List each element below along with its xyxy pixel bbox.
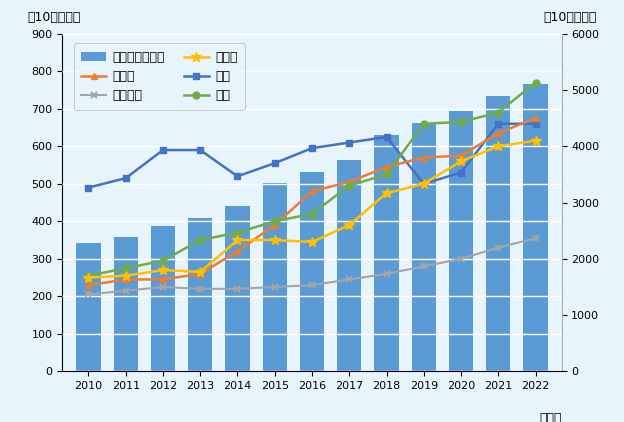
英国	[495, 121, 502, 126]
カナダ	[532, 116, 539, 121]
英国	[532, 121, 539, 126]
カナダ	[85, 283, 92, 288]
Text: （10億ドル）: （10億ドル）	[27, 11, 81, 24]
Text: （10億ドル）: （10億ドル）	[543, 11, 597, 24]
カナダ	[495, 131, 502, 136]
Line: ドイツ: ドイツ	[84, 136, 540, 282]
Bar	[151, 226, 175, 371]
フランス	[495, 245, 502, 250]
フランス	[85, 292, 92, 297]
Bar	[374, 135, 399, 371]
日本	[159, 258, 167, 263]
日本	[308, 211, 316, 216]
Legend: 世界計（右軸）, カナダ, フランス, ドイツ, 英国, 日本: 世界計（右軸）, カナダ, フランス, ドイツ, 英国, 日本	[74, 43, 245, 110]
カナダ	[346, 179, 353, 184]
英国	[271, 161, 278, 166]
フランス	[197, 286, 204, 291]
ドイツ	[234, 238, 241, 243]
英国	[197, 148, 204, 153]
フランス	[532, 235, 539, 241]
フランス	[122, 288, 129, 293]
日本	[346, 183, 353, 188]
Bar	[337, 160, 361, 371]
フランス	[346, 277, 353, 282]
カナダ	[457, 153, 465, 158]
フランス	[234, 286, 241, 291]
カナダ	[271, 222, 278, 227]
日本	[532, 80, 539, 85]
日本	[420, 121, 427, 126]
フランス	[420, 264, 427, 269]
英国	[122, 176, 129, 181]
フランス	[271, 284, 278, 289]
Text: （年）: （年）	[539, 412, 562, 422]
Line: カナダ: カナダ	[85, 115, 539, 289]
フランス	[457, 256, 465, 261]
ドイツ	[457, 159, 465, 164]
ドイツ	[85, 275, 92, 280]
Bar	[412, 123, 436, 371]
ドイツ	[532, 138, 539, 143]
日本	[383, 172, 390, 177]
カナダ	[159, 277, 167, 282]
日本	[457, 119, 465, 124]
英国	[457, 170, 465, 175]
Line: 英国: 英国	[85, 121, 539, 190]
英国	[159, 148, 167, 153]
Bar	[449, 111, 473, 371]
日本	[197, 238, 204, 243]
カナダ	[234, 249, 241, 254]
英国	[308, 146, 316, 151]
Bar	[114, 237, 138, 371]
ドイツ	[495, 144, 502, 149]
フランス	[159, 284, 167, 289]
英国	[234, 174, 241, 179]
カナダ	[420, 155, 427, 160]
カナダ	[122, 277, 129, 282]
ドイツ	[383, 191, 390, 196]
日本	[85, 273, 92, 278]
Bar	[486, 96, 510, 371]
英国	[383, 134, 390, 139]
フランス	[308, 283, 316, 288]
ドイツ	[197, 269, 204, 274]
Bar	[76, 243, 100, 371]
日本	[271, 219, 278, 224]
英国	[85, 185, 92, 190]
Line: フランス: フランス	[85, 235, 539, 298]
日本	[122, 266, 129, 271]
ドイツ	[122, 273, 129, 278]
ドイツ	[420, 181, 427, 187]
Bar	[225, 206, 250, 371]
Bar	[300, 172, 324, 371]
ドイツ	[308, 239, 316, 244]
ドイツ	[271, 238, 278, 243]
カナダ	[308, 189, 316, 194]
フランス	[383, 271, 390, 276]
英国	[420, 181, 427, 187]
ドイツ	[159, 268, 167, 273]
Bar	[188, 218, 212, 371]
カナダ	[383, 165, 390, 170]
カナダ	[197, 271, 204, 276]
ドイツ	[346, 222, 353, 227]
日本	[234, 230, 241, 235]
日本	[495, 110, 502, 115]
英国	[346, 140, 353, 145]
Bar	[263, 183, 287, 371]
Line: 日本: 日本	[85, 79, 539, 279]
Bar	[524, 84, 548, 371]
